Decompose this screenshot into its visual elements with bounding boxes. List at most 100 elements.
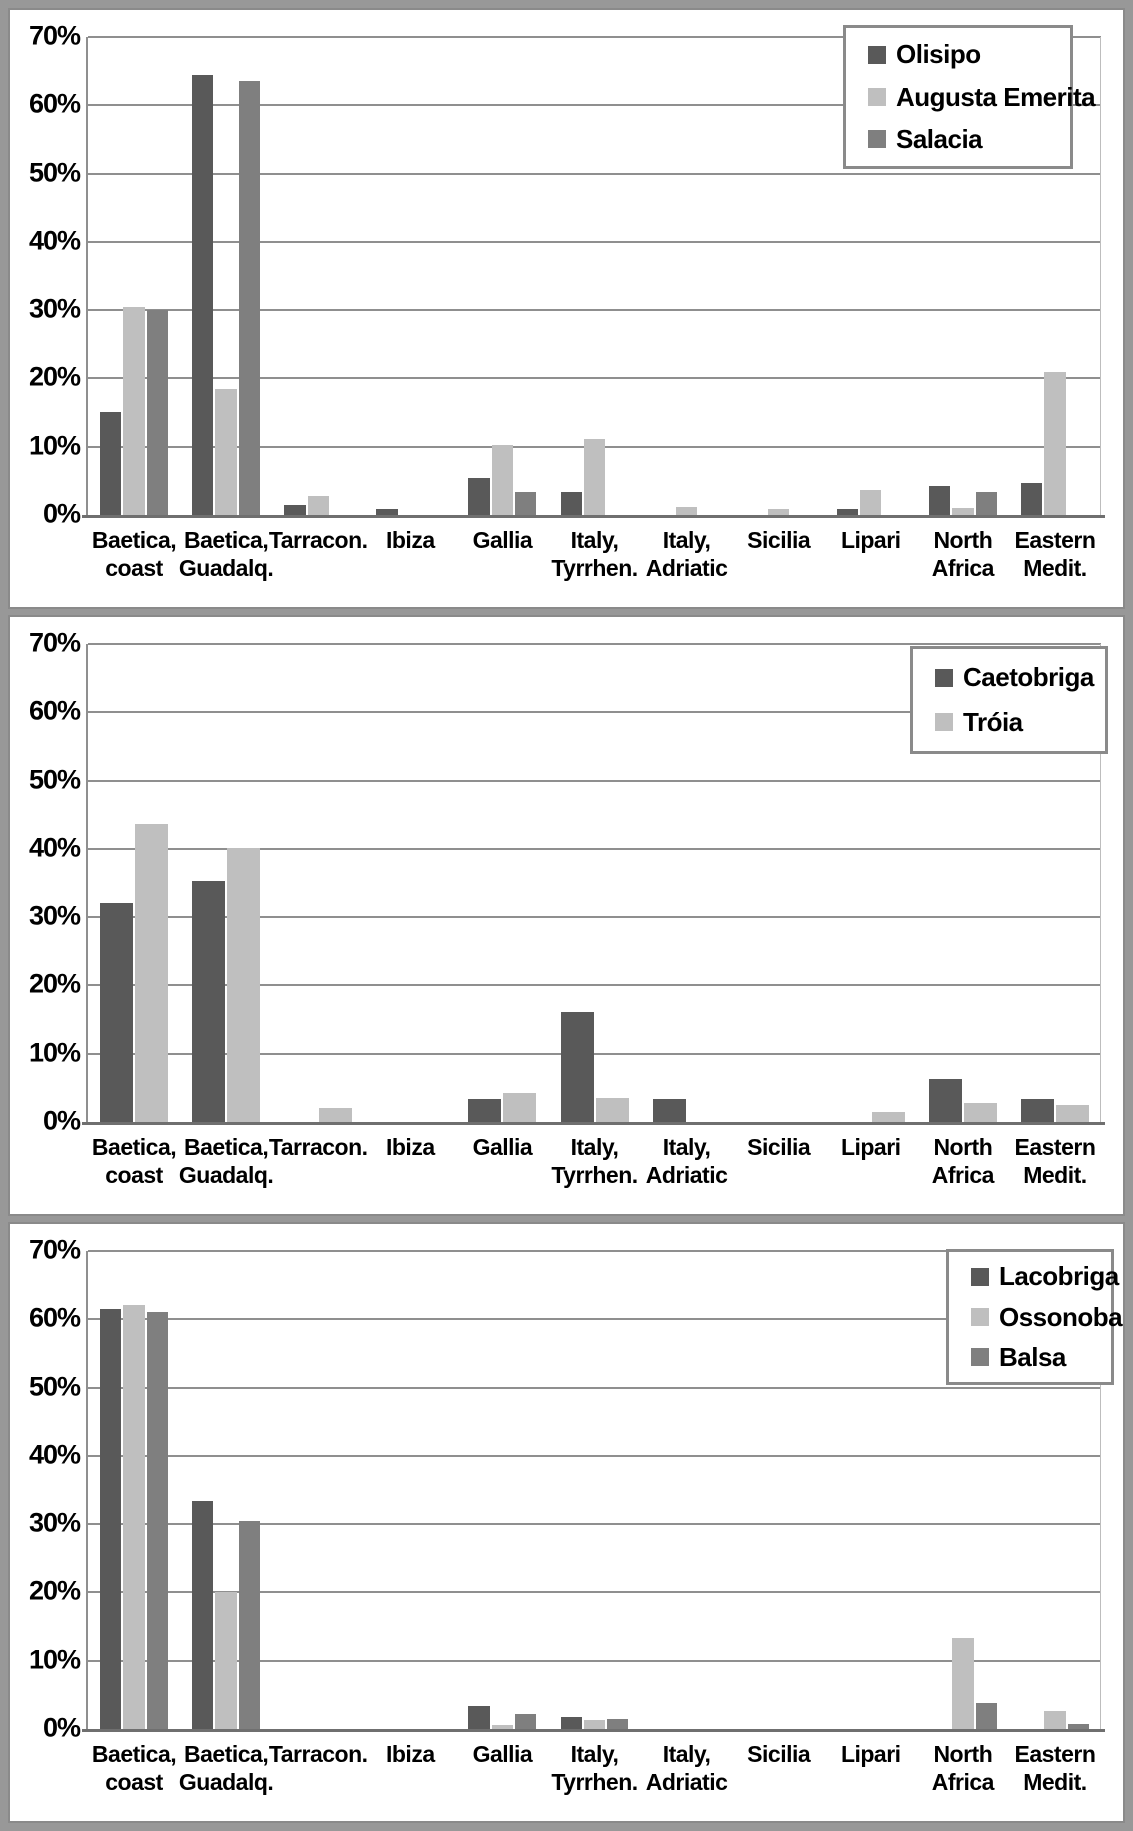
x-label-line2: coast xyxy=(105,555,163,582)
gridline xyxy=(88,1250,1101,1252)
x-label-line1: Ibiza xyxy=(385,1741,435,1767)
bar-salacia-2 xyxy=(238,81,261,515)
x-label-line2: Africa xyxy=(931,555,995,582)
bar-balsa-11 xyxy=(1067,1724,1089,1729)
bar-augusta-emerita-9 xyxy=(860,490,882,515)
legend-series-name: Ossonoba xyxy=(999,1301,1123,1332)
x-label-line1: Baetica, xyxy=(91,1134,177,1160)
chart-panel-middle: 70% 60% 50% 40% 30% 20% 10% 0% Baetica, coast Baet… xyxy=(8,615,1125,1216)
bar-tr-ia-10 xyxy=(963,1102,997,1122)
bar-tr-ia-2 xyxy=(227,847,261,1122)
bar-tr-ia-9 xyxy=(871,1112,905,1122)
legend-item: Tróia xyxy=(935,707,1105,738)
bar-tr-ia-1 xyxy=(135,823,169,1122)
x-label-line1: Tarracon. xyxy=(268,527,368,553)
gridline xyxy=(88,309,1101,312)
x-axis-category-label: Eastern Medit. xyxy=(1001,526,1109,582)
x-label-line2: Medit. xyxy=(1023,555,1087,582)
bar-salacia-1 xyxy=(146,310,169,515)
y-axis-tick-label: 40% xyxy=(28,225,81,256)
legend-series-name: Augusta Emerita xyxy=(896,81,1096,112)
chart-panel-bottom: 70% 60% 50% 40% 30% 20% 10% 0% Baetica, coast Baet… xyxy=(8,1222,1125,1823)
y-axis-tick-label: 50% xyxy=(28,763,81,794)
bar-balsa-6 xyxy=(607,1718,629,1729)
x-axis-category-label: Tarracon. xyxy=(264,526,372,554)
x-axis-category-label: Ibiza xyxy=(356,526,464,554)
y-axis-tick-label: 30% xyxy=(28,293,81,324)
gridline xyxy=(88,1659,1101,1662)
bar-olisipo-3 xyxy=(284,504,306,515)
x-label-line1: Lipari xyxy=(840,527,901,553)
legend-top-chart: Olisipo Augusta Emerita Salacia xyxy=(843,25,1096,169)
legend-swatch-icon xyxy=(935,668,953,687)
bar-caetobriga-6 xyxy=(560,1012,594,1122)
plot-right-border xyxy=(1100,37,1101,515)
x-axis-category-label: Eastern Medit. xyxy=(1001,1740,1109,1796)
x-label-line1: North xyxy=(933,527,993,553)
y-axis-tick-label: 50% xyxy=(28,1370,81,1401)
x-label-line1: Gallia xyxy=(472,527,533,553)
gridline xyxy=(88,916,1101,919)
gridline xyxy=(88,104,1101,107)
x-label-line2: coast xyxy=(105,1769,163,1796)
y-axis-tick-label: 20% xyxy=(28,1575,81,1606)
y-axis-tick-label: 20% xyxy=(28,968,81,999)
gridline xyxy=(88,1454,1101,1457)
legend-bottom-chart: Lacobriga Ossonoba Balsa xyxy=(946,1249,1123,1385)
x-axis-line xyxy=(82,1729,1105,1732)
bar-caetobriga-7 xyxy=(652,1099,686,1122)
x-label-line1: Italy, xyxy=(570,527,619,553)
legend-middle-chart: Caetobriga Tróia xyxy=(910,646,1108,754)
y-axis-line xyxy=(86,37,88,515)
x-axis-category-label: Italy, Tyrrhen. xyxy=(540,1740,648,1796)
x-label-line2: coast xyxy=(105,1162,163,1189)
x-axis-category-label: Italy, Adriatic xyxy=(633,526,741,582)
bar-tr-ia-6 xyxy=(595,1098,629,1122)
x-label-line1: Baetica, xyxy=(91,527,177,553)
x-label-line1: Ibiza xyxy=(385,1134,435,1160)
plot-right-border xyxy=(1100,1251,1101,1729)
x-label-line1: Gallia xyxy=(472,1741,533,1767)
legend-item: Olisipo xyxy=(868,39,1070,70)
x-axis-category-label: Lipari xyxy=(817,526,925,554)
legend-series-name: Balsa xyxy=(999,1341,1066,1372)
gridline xyxy=(88,847,1101,850)
y-axis-tick-label: 20% xyxy=(28,361,81,392)
bar-tr-ia-5 xyxy=(503,1093,537,1122)
y-axis-tick-label: 70% xyxy=(28,627,81,658)
gridline xyxy=(88,36,1101,38)
legend-item: Balsa xyxy=(971,1342,1111,1373)
x-axis-category-label: Gallia xyxy=(448,1740,556,1768)
gridline xyxy=(88,172,1101,175)
bar-ossonoba-2 xyxy=(215,1592,237,1729)
x-axis-category-label: Gallia xyxy=(448,1133,556,1161)
x-label-line2: Adriatic xyxy=(645,1769,728,1796)
x-axis-category-label: Italy, Adriatic xyxy=(633,1740,741,1796)
plot-right-border xyxy=(1100,644,1101,1122)
legend-swatch-icon xyxy=(971,1348,989,1367)
y-axis-tick-label: 10% xyxy=(28,1036,81,1067)
bar-balsa-5 xyxy=(515,1713,537,1729)
gridline xyxy=(88,711,1101,714)
x-label-line1: Baetica, xyxy=(184,1741,269,1767)
legend-swatch-icon xyxy=(868,130,886,149)
x-label-line2: Tyrrhen. xyxy=(551,555,638,582)
bar-olisipo-4 xyxy=(376,508,398,515)
bar-lacobriga-5 xyxy=(468,1706,490,1729)
x-axis-category-label: North Africa xyxy=(909,1133,1017,1189)
x-label-line1: Tarracon. xyxy=(268,1134,368,1160)
y-axis-line xyxy=(86,644,88,1122)
bar-salacia-10 xyxy=(975,492,997,515)
legend-item: Salacia xyxy=(868,124,1070,155)
x-axis-line xyxy=(82,515,1105,518)
x-label-line1: Baetica, xyxy=(91,1741,177,1767)
bar-olisipo-6 xyxy=(560,492,582,515)
x-label-line1: Gallia xyxy=(472,1134,533,1160)
y-axis-tick-label: 60% xyxy=(28,1302,81,1333)
x-label-line2: Guadalq. xyxy=(178,1162,274,1189)
legend-item: Caetobriga xyxy=(935,662,1105,693)
bar-balsa-1 xyxy=(146,1311,169,1729)
y-axis-tick-label: 10% xyxy=(28,429,81,460)
bar-tr-ia-11 xyxy=(1055,1104,1089,1122)
x-axis-category-label: Baetica, coast xyxy=(80,1740,188,1796)
